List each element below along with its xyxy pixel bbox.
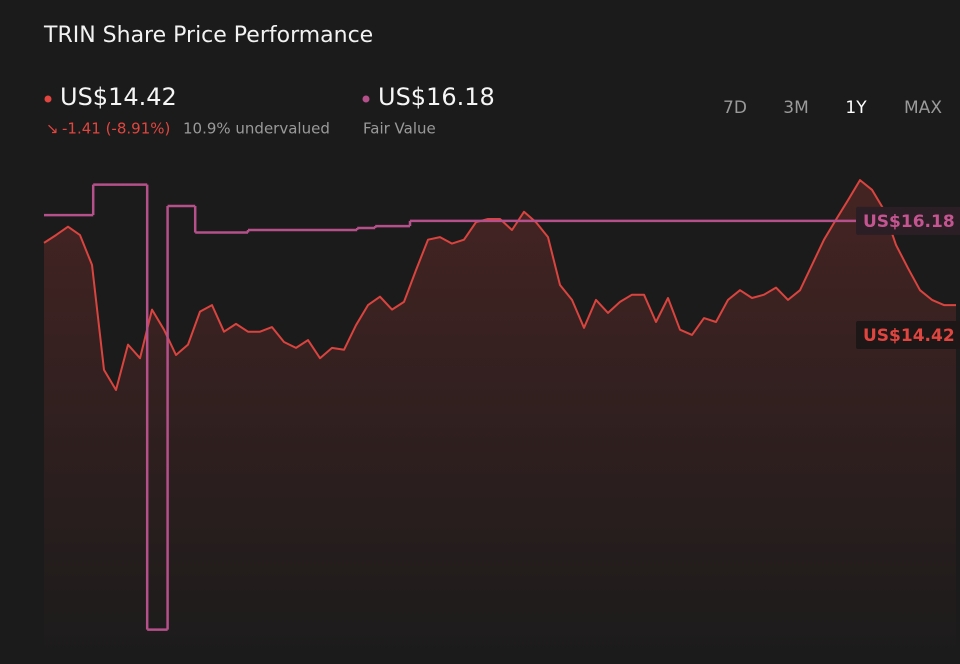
fair-value-tag-bg (856, 206, 960, 235)
price-tag: US$14.42 (863, 326, 955, 346)
price-line (43, 179, 956, 391)
price-dot (44, 95, 52, 103)
price-tag-bg (856, 321, 960, 349)
fair-value-dot (362, 95, 370, 103)
title: TRIN Share Price Performance (43, 23, 373, 48)
range-button[interactable]: 3M (783, 98, 808, 118)
range-selector: 7D 3M 1Y MAX (723, 98, 942, 118)
change-arrow: ↘ (46, 120, 59, 138)
range-button[interactable]: 1Y (845, 98, 867, 118)
fair-value: US$16.18 (378, 83, 495, 111)
current-price: US$14.42 (60, 83, 177, 111)
fair-value-tag: US$16.18 (863, 212, 955, 232)
range-button[interactable]: 7D (723, 98, 747, 118)
plot: US$16.18 US$14.42 (43, 179, 960, 664)
fair-value-caption: Fair Value (363, 120, 436, 138)
range-button[interactable]: MAX (904, 98, 942, 118)
valuation: 10.9% undervalued (183, 120, 330, 138)
price-change: -1.41 (-8.91%) (62, 120, 170, 138)
